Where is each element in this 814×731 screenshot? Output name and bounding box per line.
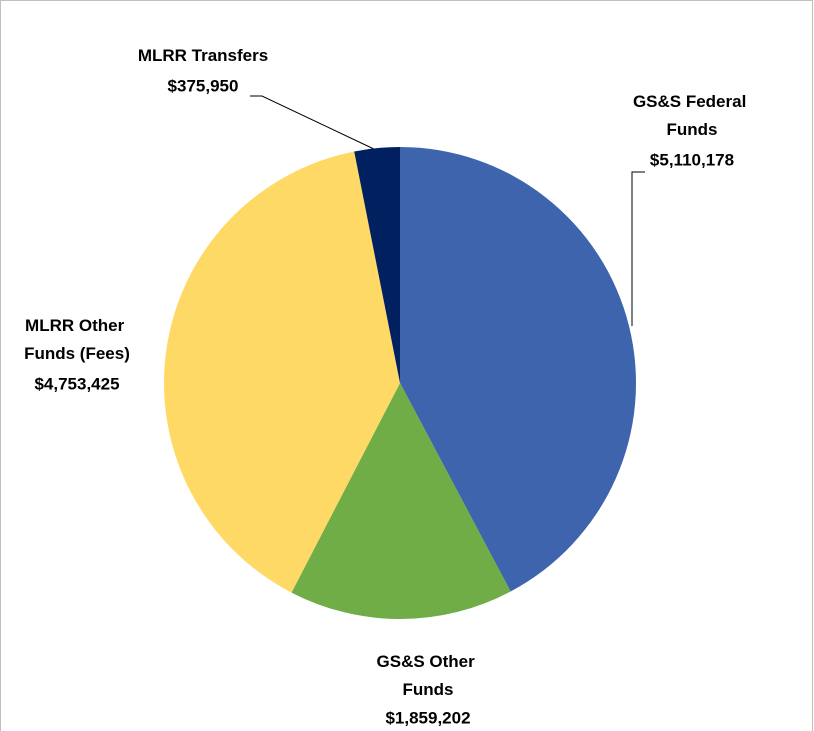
value-label: $4,753,425 <box>34 374 119 393</box>
leader-line <box>631 171 645 326</box>
value-label: $5,110,178 <box>650 150 734 169</box>
pie-slice <box>291 383 511 619</box>
pie-slice <box>354 147 400 383</box>
slice-label: GS&S Other Funds <box>377 652 480 699</box>
slice-label: MLRR Other Funds (Fees) <box>24 316 130 363</box>
value-label: $375,950 <box>168 76 239 95</box>
slice-label: GS&S Federal Funds <box>633 92 751 139</box>
slice-label: MLRR Transfers <box>138 46 268 65</box>
leader-line <box>250 95 377 151</box>
pie-slice <box>400 147 636 592</box>
value-label: $1,859,202 <box>385 708 470 727</box>
pie-slice <box>164 151 400 593</box>
